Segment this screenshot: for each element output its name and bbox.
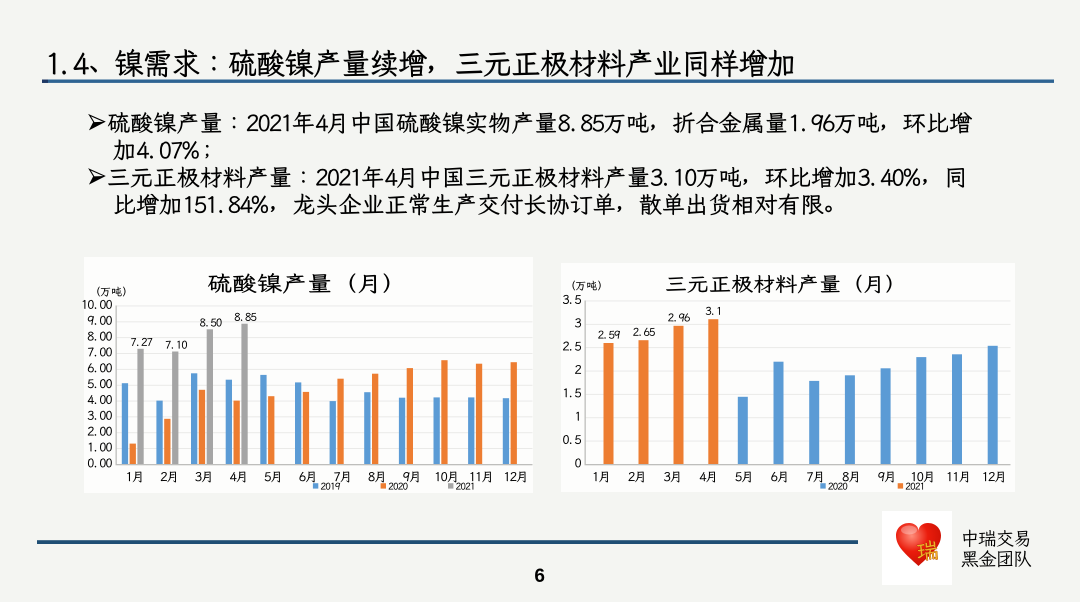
svg-text:6: 6: [534, 566, 545, 587]
